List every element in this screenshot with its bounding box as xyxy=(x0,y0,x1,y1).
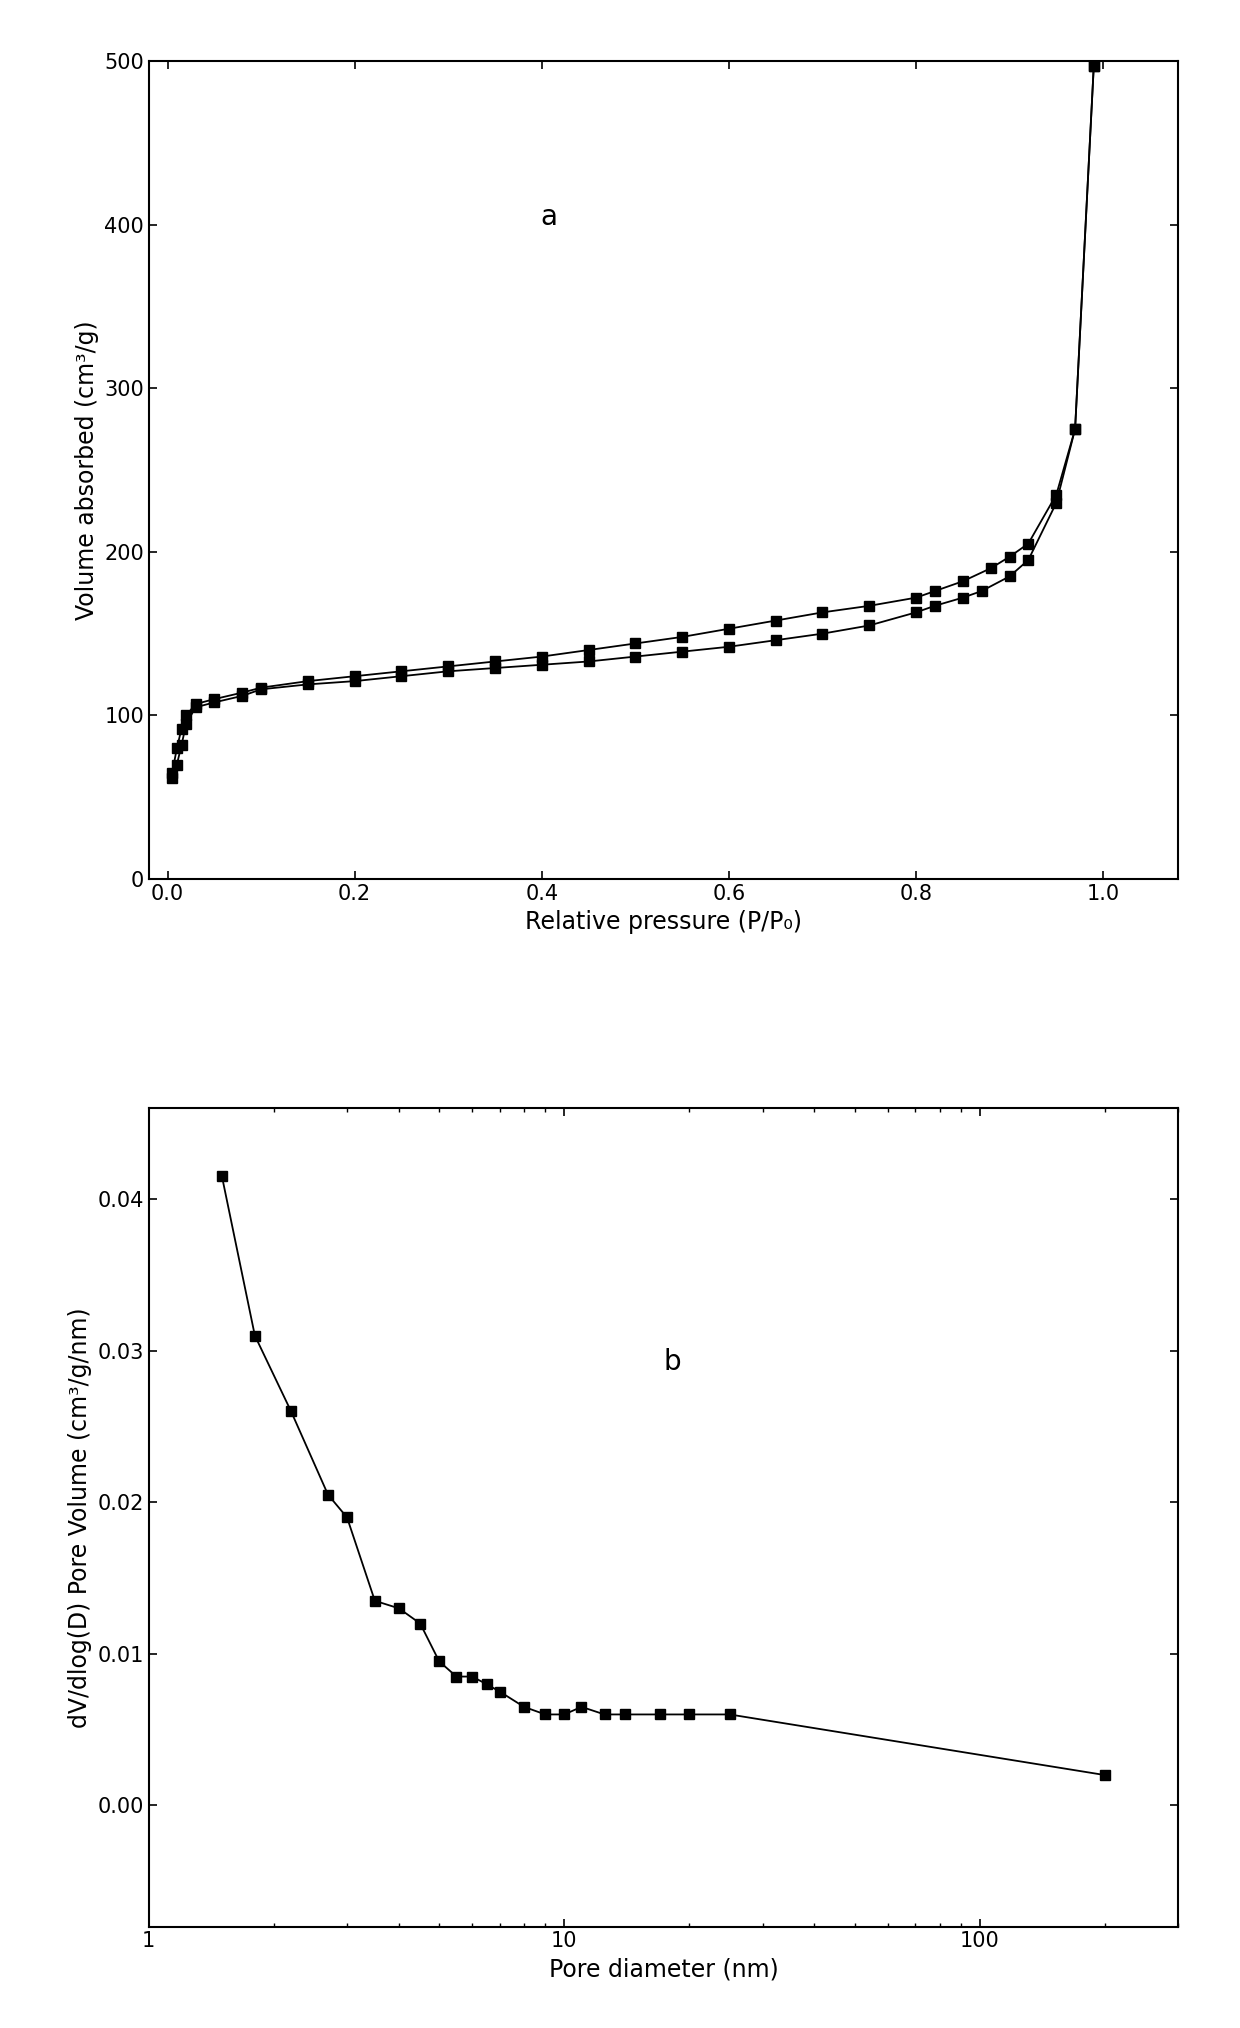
Y-axis label: dV/dlog(D) Pore Volume (cm³/g/nm): dV/dlog(D) Pore Volume (cm³/g/nm) xyxy=(68,1308,92,1728)
Text: b: b xyxy=(663,1349,681,1377)
Text: a: a xyxy=(539,203,557,231)
X-axis label: Relative pressure (P/P₀): Relative pressure (P/P₀) xyxy=(525,911,802,933)
Y-axis label: Volume absorbed (cm³/g): Volume absorbed (cm³/g) xyxy=(74,320,99,621)
X-axis label: Pore diameter (nm): Pore diameter (nm) xyxy=(548,1957,779,1981)
